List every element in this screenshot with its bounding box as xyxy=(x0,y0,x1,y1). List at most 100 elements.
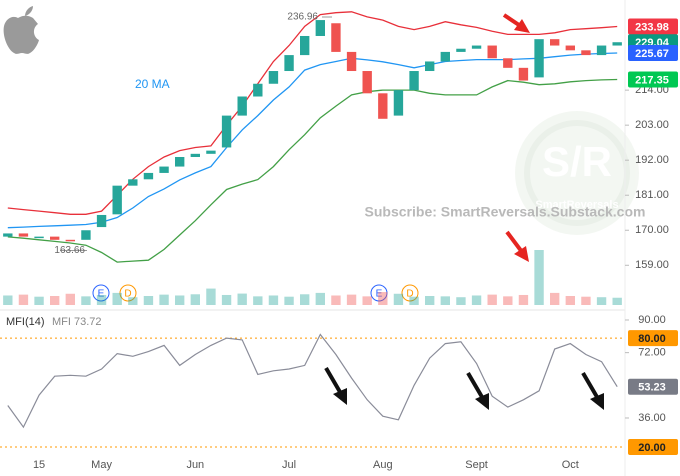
level-tag xyxy=(628,330,678,347)
volume-bar xyxy=(315,292,325,305)
volume-bar xyxy=(190,294,200,305)
y-tick-label: 72.00 xyxy=(638,347,666,359)
candle xyxy=(425,61,435,72)
price-tag xyxy=(628,44,678,61)
volume-bar xyxy=(378,292,388,305)
candle xyxy=(175,157,185,167)
volume-bar xyxy=(253,296,263,305)
arrows xyxy=(324,13,604,410)
candle xyxy=(362,71,372,94)
ma-label: 20 MA xyxy=(135,77,170,91)
candle xyxy=(159,166,169,173)
candle xyxy=(346,51,357,72)
y-tick-label: 192.00 xyxy=(635,154,669,166)
candle xyxy=(81,230,91,240)
watermark-logo: S/R SmartReversals xyxy=(515,111,639,235)
x-tick-label: Aug xyxy=(373,459,393,471)
y-tick-label: 181.00 xyxy=(635,189,669,201)
volume-bar xyxy=(175,295,185,305)
candle xyxy=(50,236,60,240)
volume-bar xyxy=(409,296,419,305)
volume-bar xyxy=(96,294,107,305)
volume-bar xyxy=(237,293,247,305)
candle xyxy=(128,179,138,186)
candle xyxy=(471,45,482,49)
level-tag-label: 80.00 xyxy=(638,333,666,345)
volume-bar xyxy=(112,292,122,305)
volume-bar xyxy=(440,296,450,305)
last-tag xyxy=(628,378,678,395)
candle xyxy=(456,48,466,52)
logo-text: S/R xyxy=(542,138,612,185)
y-tick-label: 90.00 xyxy=(638,314,666,326)
events: E D E D xyxy=(92,284,419,302)
candle xyxy=(34,236,44,239)
y-tick-label: 36.00 xyxy=(638,412,666,424)
volume-bar xyxy=(425,296,435,305)
candle xyxy=(331,23,341,52)
event-marker[interactable] xyxy=(119,284,137,302)
y-tick-label: 170.00 xyxy=(635,224,669,236)
volume-bar xyxy=(268,295,279,305)
annotation: 163.66 xyxy=(54,245,85,256)
volume-bar xyxy=(362,296,372,305)
x-tick-label: Jun xyxy=(186,459,204,471)
candle xyxy=(565,45,575,51)
event-marker[interactable] xyxy=(401,284,419,302)
volume-bar xyxy=(81,296,91,305)
candle xyxy=(518,67,529,81)
last-tag-label: 53.23 xyxy=(638,382,666,394)
indicator-line xyxy=(7,11,618,215)
volume-bar xyxy=(221,294,232,305)
volume-bar xyxy=(159,294,169,305)
candle xyxy=(581,50,591,56)
candle xyxy=(284,55,294,72)
volume-bar xyxy=(34,296,44,305)
candle xyxy=(487,45,497,59)
candle xyxy=(190,153,200,158)
plot: 214.00203.00192.00181.00170.00159.00236.… xyxy=(0,11,678,471)
logo-subtext: SmartReversals xyxy=(535,199,618,211)
candle xyxy=(96,214,107,228)
price-tag-label: 233.98 xyxy=(635,21,669,33)
candle xyxy=(550,39,560,46)
price-tag-label: 225.67 xyxy=(635,48,669,60)
candle xyxy=(612,42,622,46)
event-marker[interactable] xyxy=(370,284,388,302)
volume-bar xyxy=(65,293,75,305)
watermark: Subscribe: SmartReversals.Substack.com xyxy=(365,204,646,220)
volume-bar xyxy=(128,297,138,305)
candle xyxy=(268,71,279,84)
mfi-line xyxy=(7,333,618,429)
price-tag xyxy=(628,18,678,35)
indicator-line xyxy=(7,52,618,229)
candle xyxy=(206,150,216,154)
candle xyxy=(378,93,388,119)
x-tick-label: Oct xyxy=(562,459,579,471)
candle xyxy=(440,51,450,62)
volume-bar xyxy=(284,296,294,305)
volume-bar xyxy=(487,294,497,305)
y-tick-label: 159.00 xyxy=(635,259,669,271)
volume-bar xyxy=(596,297,607,305)
candle xyxy=(18,233,29,237)
candle xyxy=(221,115,232,148)
candle xyxy=(503,58,513,68)
event-label: E xyxy=(376,289,383,300)
candle xyxy=(112,185,122,215)
candle xyxy=(65,239,75,242)
volume-bar xyxy=(550,292,560,305)
event-marker[interactable] xyxy=(92,284,110,302)
volume-bar xyxy=(612,297,622,305)
volume-bar xyxy=(456,297,466,305)
event-label: E xyxy=(98,289,105,300)
x-tick-label: Jul xyxy=(282,459,296,471)
event-label: D xyxy=(406,289,413,300)
volume-bar xyxy=(518,294,529,305)
candle xyxy=(300,35,310,56)
candle xyxy=(409,71,419,91)
volume-bar xyxy=(565,296,575,305)
level-tag-label: 20.00 xyxy=(638,442,666,454)
volume-bar xyxy=(331,295,341,305)
